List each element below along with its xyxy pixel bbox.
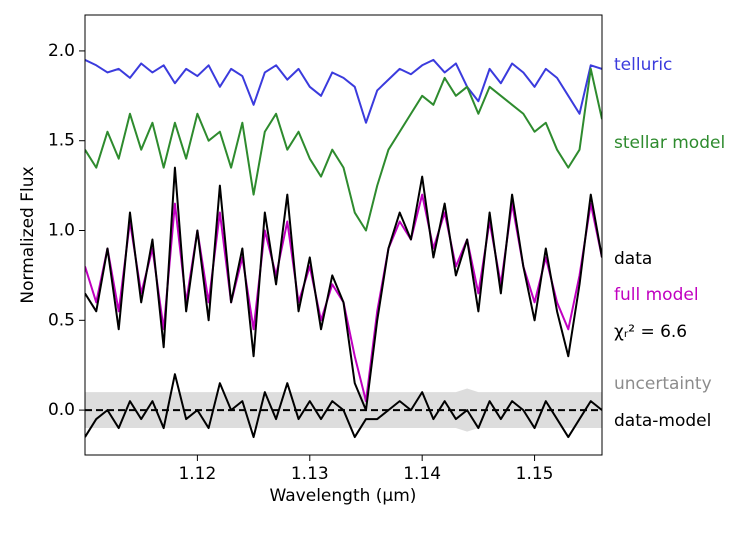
legend-label: full model — [614, 285, 699, 305]
legend-label: telluric — [614, 55, 672, 75]
y-axis-label: Normalized Flux — [18, 166, 38, 303]
legend-label: data — [614, 249, 652, 269]
y-tick-label: 1.0 — [48, 221, 75, 241]
x-axis-label: Wavelength (μm) — [270, 486, 417, 506]
y-tick-label: 1.5 — [48, 131, 75, 151]
series-line — [85, 58, 602, 124]
legend-label: stellar model — [614, 133, 725, 153]
x-tick-label: 1.14 — [403, 464, 441, 484]
annotation: χᵣ² = 6.6 — [614, 322, 687, 342]
series-line — [85, 193, 602, 403]
y-tick-label: 0.0 — [48, 400, 75, 420]
series-line — [85, 166, 602, 412]
plot-frame — [84, 14, 603, 456]
x-tick-label: 1.13 — [291, 464, 329, 484]
series-line — [85, 67, 602, 232]
y-tick-label: 2.0 — [48, 41, 75, 61]
legend-label: data-model — [614, 411, 711, 431]
legend-label: uncertainty — [614, 374, 712, 394]
series-line — [85, 373, 602, 439]
x-tick-label: 1.15 — [516, 464, 554, 484]
x-tick-label: 1.12 — [178, 464, 216, 484]
y-tick-label: 0.5 — [48, 310, 75, 330]
